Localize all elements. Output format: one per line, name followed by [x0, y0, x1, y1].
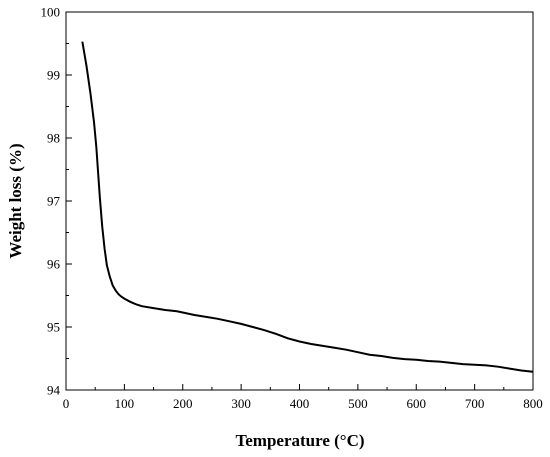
x-tick-label: 600 — [407, 396, 427, 411]
x-tick-label: 800 — [523, 396, 543, 411]
y-axis-title: Weight loss (%) — [6, 143, 25, 258]
y-tick-label: 94 — [47, 383, 61, 398]
x-tick-label: 200 — [173, 396, 193, 411]
x-tick-label: 500 — [348, 396, 368, 411]
plot-frame — [65, 11, 534, 391]
y-tick-label: 98 — [47, 131, 60, 146]
y-tick-label: 100 — [41, 5, 61, 20]
series-line — [81, 41, 534, 373]
x-tick-label: 0 — [63, 396, 70, 411]
y-tick-label: 95 — [47, 320, 60, 335]
axis-ticks — [65, 11, 534, 391]
y-tick-label: 96 — [47, 257, 61, 272]
y-tick-label: 99 — [47, 68, 60, 83]
x-axis-title: Temperature (°C) — [235, 431, 364, 450]
x-tick-label: 400 — [290, 396, 310, 411]
x-tick-label: 300 — [231, 396, 251, 411]
y-tick-label: 97 — [47, 194, 61, 209]
tick-labels: 0 100 200 300 400 500 600 700 800 94 95 96 97 98 99 100 — [41, 5, 543, 412]
x-tick-label: 700 — [465, 396, 485, 411]
x-tick-label: 100 — [115, 396, 135, 411]
